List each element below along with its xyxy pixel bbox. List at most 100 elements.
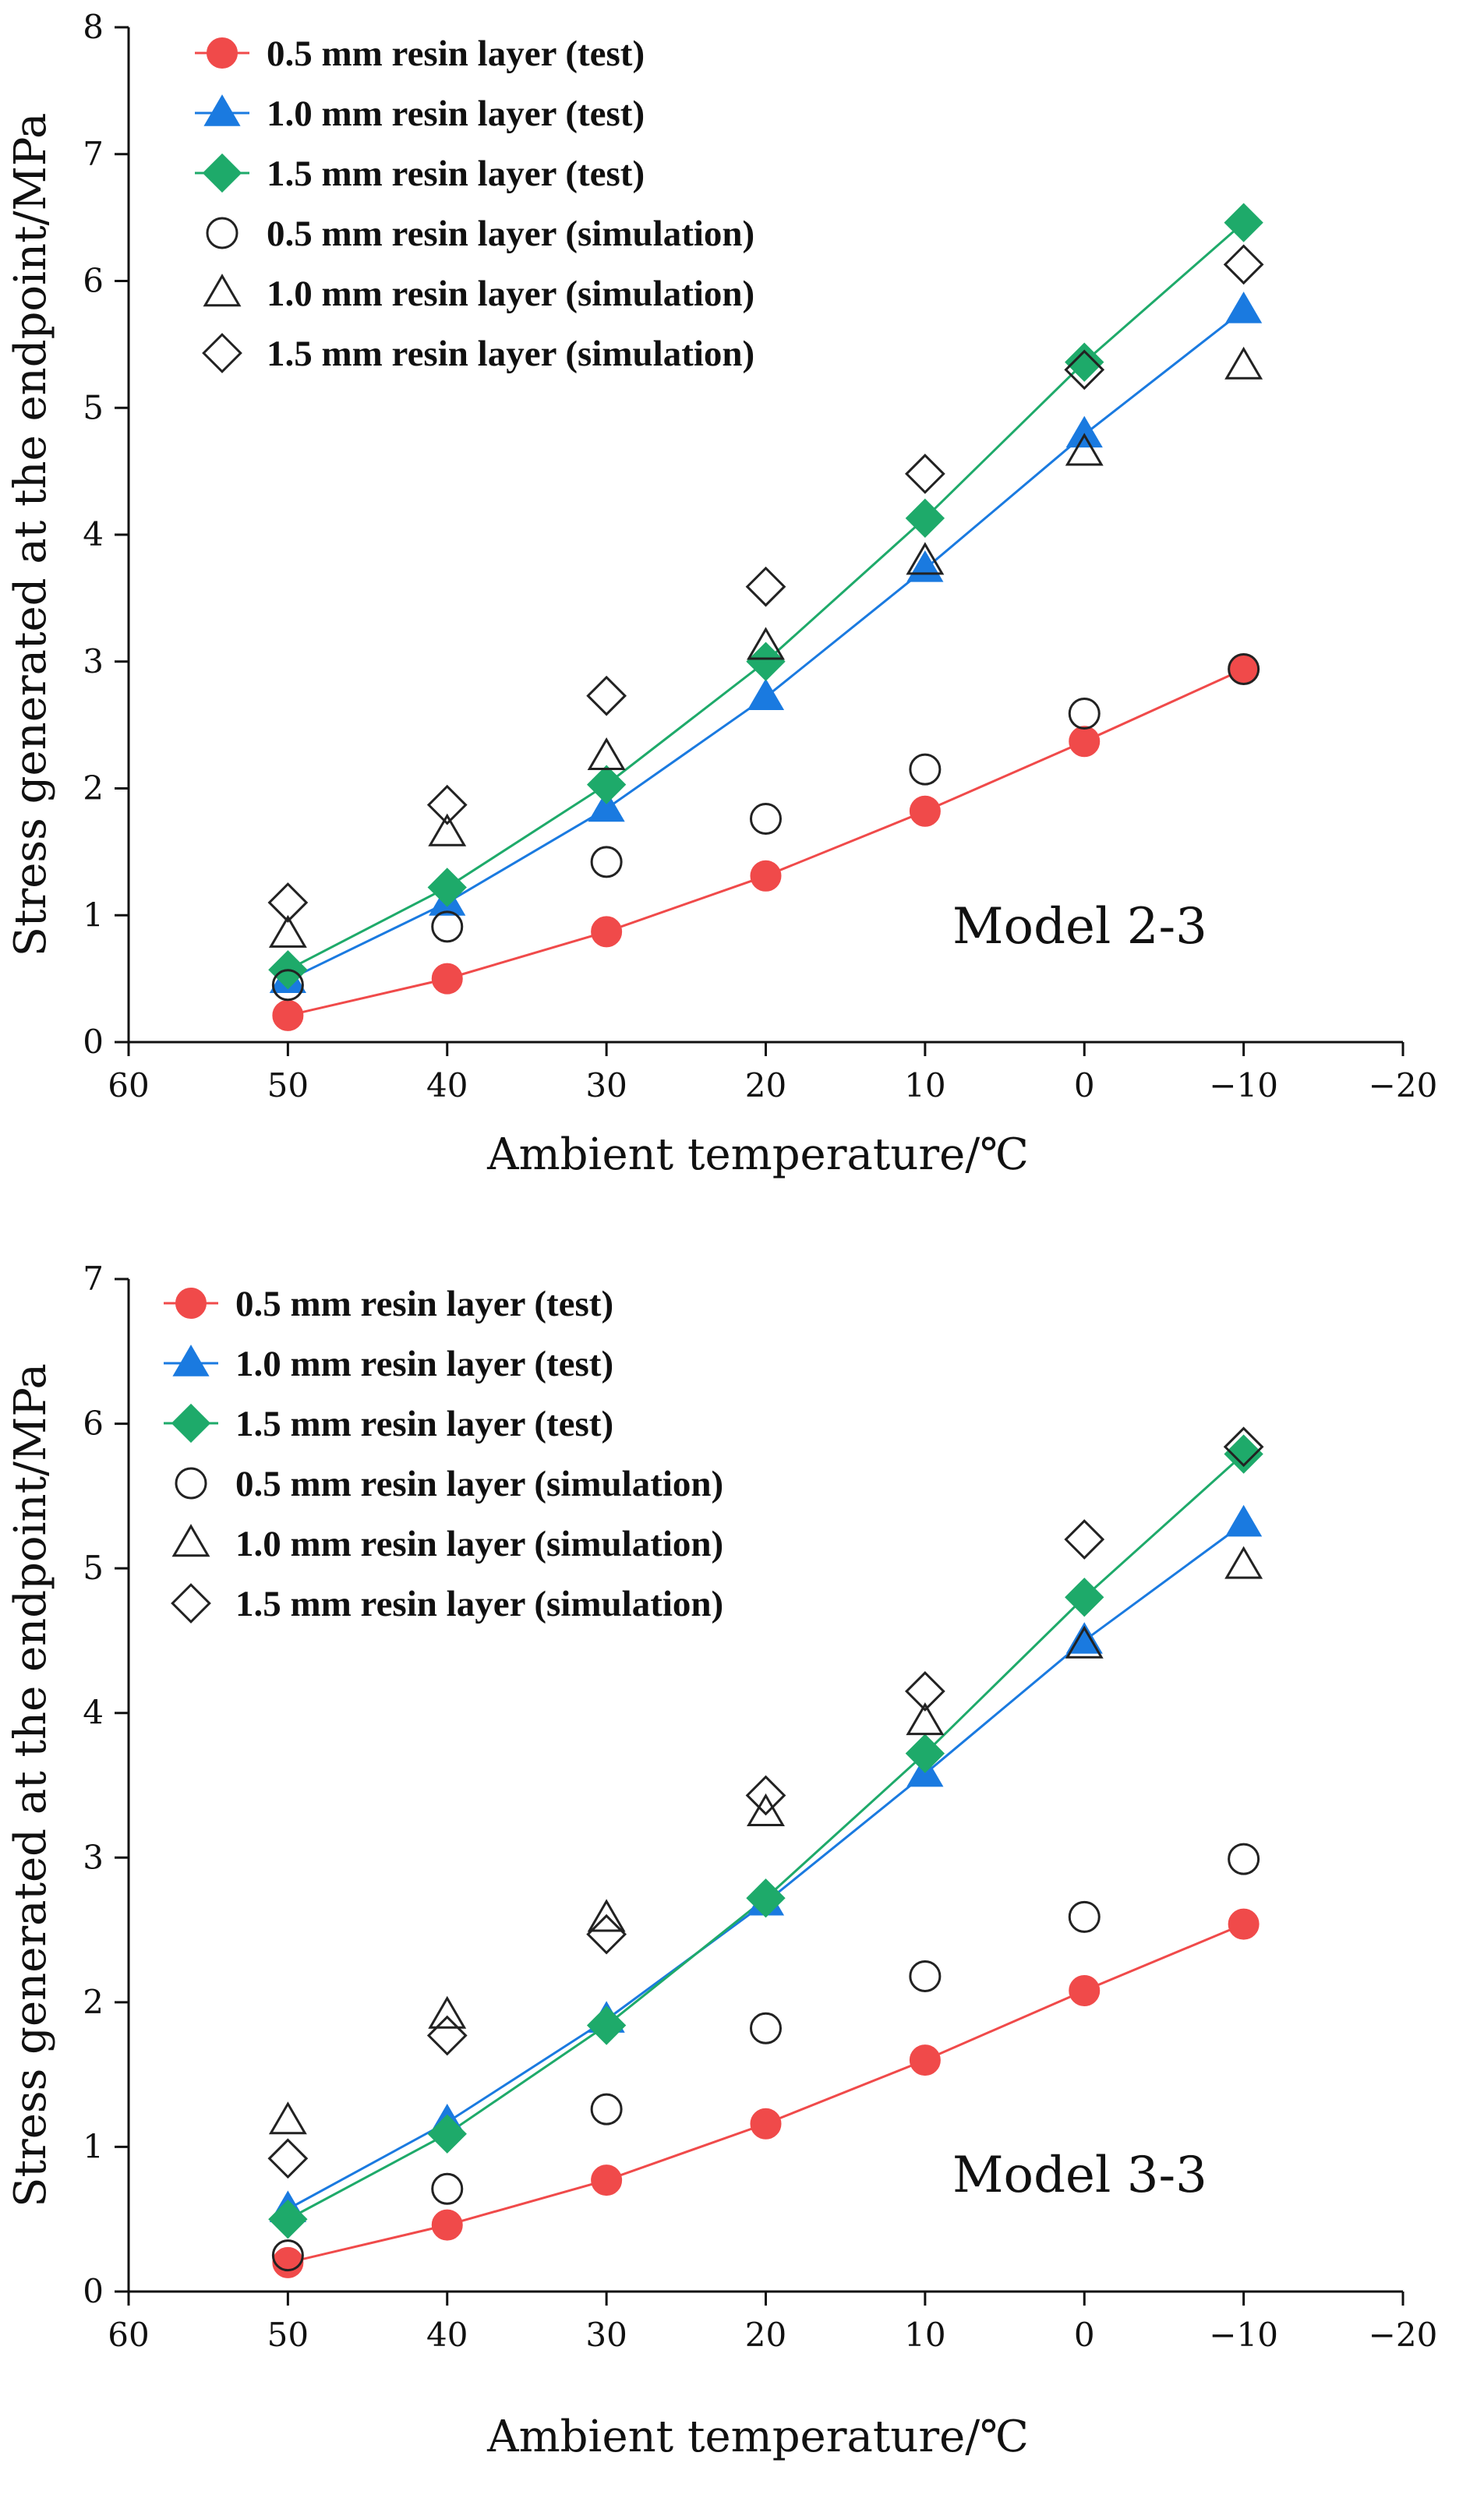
y-axis-title: Stress generated at the endpoint/MPa — [5, 1363, 56, 2207]
series-1 — [272, 653, 1260, 1031]
x-tick-label: 0 — [1074, 2316, 1095, 2354]
y-tick-label: 3 — [83, 642, 104, 680]
data-point — [1064, 1519, 1105, 1560]
legend-marker — [175, 1288, 207, 1319]
legend-label: 1.5 mm resin layer (test) — [235, 1404, 613, 1444]
data-point — [1065, 415, 1103, 448]
legend-label: 0.5 mm resin layer (simulation) — [235, 1464, 723, 1504]
data-point — [1065, 1578, 1104, 1617]
y-tick-label: 6 — [83, 262, 104, 300]
data-point — [909, 753, 942, 786]
data-point — [1065, 1625, 1104, 1659]
y-tick-label: 7 — [83, 1260, 104, 1298]
legend-entry-3: 1.5 mm resin layer (test) — [195, 153, 645, 194]
x-tick-label: 10 — [904, 2316, 945, 2354]
series-4 — [271, 653, 1260, 1002]
legend-label: 0.5 mm resin layer (test) — [235, 1284, 613, 1324]
y-tick-label: 1 — [83, 2127, 104, 2165]
y-tick-label: 8 — [83, 8, 104, 46]
data-point — [750, 2108, 782, 2140]
model-annotation: Model 2-3 — [952, 898, 1207, 956]
x-tick-label: 30 — [585, 2316, 627, 2354]
data-point — [1068, 1900, 1101, 1933]
x-tick-label: −10 — [1209, 2316, 1278, 2354]
data-point — [1065, 1622, 1103, 1654]
data-point — [431, 2209, 463, 2241]
legend-entry-6: 1.5 mm resin layer (simulation) — [202, 333, 754, 374]
legend-marker — [171, 1583, 211, 1624]
x-tick-label: 0 — [1074, 1066, 1095, 1104]
x-tick-label: 50 — [267, 1066, 309, 1104]
data-point — [909, 2044, 941, 2076]
data-point — [586, 765, 627, 804]
data-point — [909, 1959, 942, 1992]
x-axis-title: Ambient temperature/℃ — [486, 2412, 1029, 2462]
legend-label: 1.0 mm resin layer (simulation) — [267, 274, 754, 314]
data-point — [750, 2012, 782, 2044]
series-6 — [267, 244, 1264, 923]
y-tick-label: 3 — [83, 1838, 104, 1876]
data-point — [268, 914, 307, 948]
y-tick-label: 0 — [83, 1023, 104, 1061]
series-1 — [272, 1908, 1260, 2278]
y-tick-label: 1 — [83, 896, 104, 934]
data-point — [1069, 726, 1101, 758]
chart-1: 60 50 40 30 20 10 0 −10 −20 0 1 2 3 4 5 6 7 8 Ambient temp… — [5, 8, 1437, 1180]
data-point — [905, 1733, 945, 1773]
y-tick-label: 2 — [83, 1983, 104, 2021]
legend-entry-2: 1.0 mm resin layer (test) — [195, 94, 645, 134]
data-point — [905, 498, 945, 539]
data-point — [747, 627, 785, 660]
data-point — [745, 1775, 786, 1816]
series-5 — [268, 346, 1263, 948]
data-point — [591, 2164, 623, 2196]
x-tick-label: −20 — [1369, 2316, 1438, 2354]
data-point — [271, 969, 304, 1002]
data-point — [1223, 1426, 1264, 1468]
x-tick-label: 20 — [745, 2316, 786, 2354]
data-point — [1224, 1434, 1263, 1474]
data-point — [268, 2101, 307, 2135]
data-point — [747, 678, 785, 711]
data-point — [588, 790, 625, 822]
legend-marker — [203, 94, 241, 126]
series-5 — [268, 1546, 1263, 2135]
x-tick-label: 30 — [585, 1066, 627, 1104]
data-point — [1065, 342, 1104, 382]
legend-label: 1.0 mm resin layer (test) — [235, 1344, 613, 1384]
x-tick-label: 50 — [267, 2316, 309, 2354]
legend-entry-1: 0.5 mm resin layer (test) — [195, 34, 645, 74]
x-tick-label: 60 — [108, 1066, 149, 1104]
legend-entry-4: 0.5 mm resin layer (simulation) — [175, 1464, 723, 1504]
legend-label: 1.0 mm resin layer (test) — [267, 94, 645, 134]
legend-label: 1.0 mm resin layer (simulation) — [235, 1524, 723, 1564]
x-tick-label: 20 — [745, 1066, 786, 1104]
y-tick-label: 5 — [83, 1549, 104, 1587]
x-tick-label: −20 — [1369, 1066, 1438, 1104]
x-tick-label: 40 — [426, 1066, 468, 1104]
legend: 0.5 mm resin layer (test) 1.0 mm resin la… — [164, 1284, 723, 1624]
data-point — [1224, 346, 1263, 380]
data-point — [1224, 203, 1263, 242]
y-axis-title: Stress generated at the endpoint/MPa — [5, 113, 56, 957]
data-point — [1065, 433, 1104, 466]
data-point — [586, 1914, 627, 1955]
data-point — [427, 2114, 467, 2154]
data-point — [431, 910, 464, 943]
data-point — [906, 1702, 945, 1736]
data-point — [590, 846, 623, 878]
data-point — [745, 566, 786, 607]
data-point — [909, 795, 941, 827]
data-point — [267, 882, 309, 923]
data-point — [1228, 1908, 1260, 1940]
data-point — [905, 454, 945, 494]
legend-marker — [202, 153, 242, 193]
series-line-3 — [287, 1453, 1245, 2221]
data-point — [1068, 697, 1101, 730]
data-point — [1069, 1975, 1101, 2007]
legend-label: 0.5 mm resin layer (test) — [267, 34, 645, 74]
y-tick-label: 2 — [83, 769, 104, 807]
legend-marker — [202, 333, 242, 373]
legend-marker — [172, 1345, 210, 1376]
